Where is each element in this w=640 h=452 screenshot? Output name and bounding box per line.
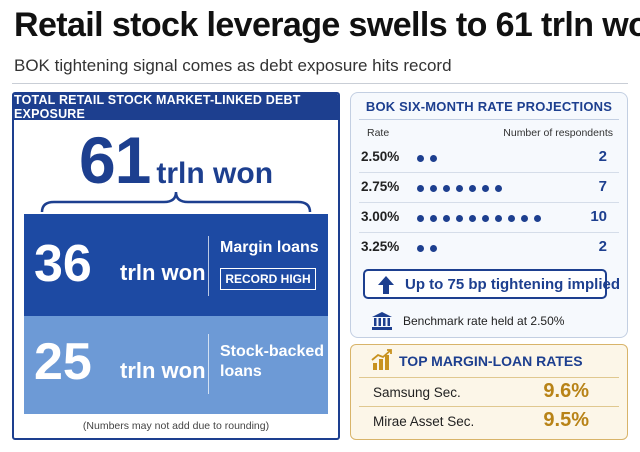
debt-exposure-heading: TOTAL RETAIL STOCK MARKET-LINKED DEBT EX… [14,94,338,121]
rate-row: 2.75% 7 [351,177,627,199]
respondent-dot [482,185,489,192]
respondents-column-header: Number of respondents [503,127,613,139]
margin-loans-unit: trln won [120,260,206,285]
respondent-dot [469,185,476,192]
rate-column-header: Rate [367,127,390,139]
total-debt-unit: trln won [156,157,274,190]
margin-rates-divider-1 [359,377,619,378]
stock-divider [208,334,209,394]
brace-decoration [40,191,312,213]
respondent-dot [430,185,437,192]
broker-rate: 9.6% [543,380,589,402]
respondent-count: 7 [598,178,607,195]
rate-projections-panel: BOK SIX-MONTH RATE PROJECTIONS Rate Numb… [350,92,628,338]
respondent-dot [430,155,437,162]
stock-backed-label-2: loans [220,363,262,380]
respondent-dot [443,185,450,192]
stock-backed-loans-box: 25 trln won Stock-backed loans [24,316,328,414]
respondent-dot [417,155,424,162]
projections-divider [359,119,619,120]
header-divider [12,83,628,84]
rate-row: 3.25% 2 [351,237,627,259]
up-arrow-icon [378,276,394,294]
respondent-dot [456,185,463,192]
respondent-dot [469,215,476,222]
margin-rates-panel: TOP MARGIN-LOAN RATES Samsung Sec. 9.6% … [350,344,628,440]
respondent-dot [521,215,528,222]
margin-rates-divider-2 [359,406,619,407]
rate-row: 2.50% 2 [351,147,627,169]
respondent-dot [430,245,437,252]
respondent-dot [430,215,437,222]
tightening-callout: Up to 75 bp tightening implied [363,269,620,299]
respondent-count: 2 [598,148,607,165]
margin-rates-heading: TOP MARGIN-LOAN RATES [399,353,583,369]
rate-label: 3.25% [361,239,400,254]
rate-label: 2.50% [361,149,400,164]
rate-projections-heading: BOK SIX-MONTH RATE PROJECTIONS [365,99,613,114]
tightening-text: Up to 75 bp tightening implied [405,276,620,293]
rate-row-divider [359,202,619,203]
margin-divider [208,236,209,296]
benchmark-note: Benchmark rate held at 2.50% [371,311,611,331]
page-title: Retail stock leverage swells to 61 trln … [14,6,640,44]
respondent-dot [495,185,502,192]
rounding-footnote: (Numbers may not add due to rounding) [82,420,270,432]
debt-exposure-panel: TOTAL RETAIL STOCK MARKET-LINKED DEBT EX… [12,92,340,440]
margin-rate-row: Samsung Sec. 9.6% [351,379,627,405]
respondent-dot [417,215,424,222]
respondent-dot [508,215,515,222]
margin-loans-box: 36 trln won Margin loans RECORD HIGH [24,214,328,316]
stock-backed-unit: trln won [120,358,206,383]
margin-rate-row: Mirae Asset Sec. 9.5% [351,408,627,434]
respondent-dot [417,245,424,252]
bar-chart-icon [371,349,392,370]
record-high-badge: RECORD HIGH [220,268,316,290]
rate-row: 3.00% 10 [351,207,627,229]
rate-row-divider [359,172,619,173]
rate-label: 3.00% [361,209,400,224]
respondent-dot [456,215,463,222]
respondent-dot [534,215,541,222]
respondent-dot [482,215,489,222]
respondent-count: 2 [598,238,607,255]
margin-loans-label: Margin loans [220,239,319,256]
respondent-dot [443,215,450,222]
broker-rate: 9.5% [543,409,589,431]
broker-name: Samsung Sec. [373,385,461,400]
broker-name: Mirae Asset Sec. [373,414,475,429]
bank-icon [372,312,392,330]
respondent-dot [417,185,424,192]
stock-backed-value: 25 [34,333,92,391]
total-debt: 61 trln won [14,122,338,198]
respondent-dot [495,215,502,222]
respondent-count: 10 [590,208,607,225]
margin-loans-value: 36 [34,235,92,293]
stock-backed-label-1: Stock-backed [220,343,325,360]
page-subtitle: BOK tightening signal comes as debt expo… [14,56,452,75]
total-debt-value: 61 [78,123,151,197]
rate-row-divider [359,232,619,233]
benchmark-text: Benchmark rate held at 2.50% [403,314,565,328]
rate-label: 2.75% [361,179,400,194]
